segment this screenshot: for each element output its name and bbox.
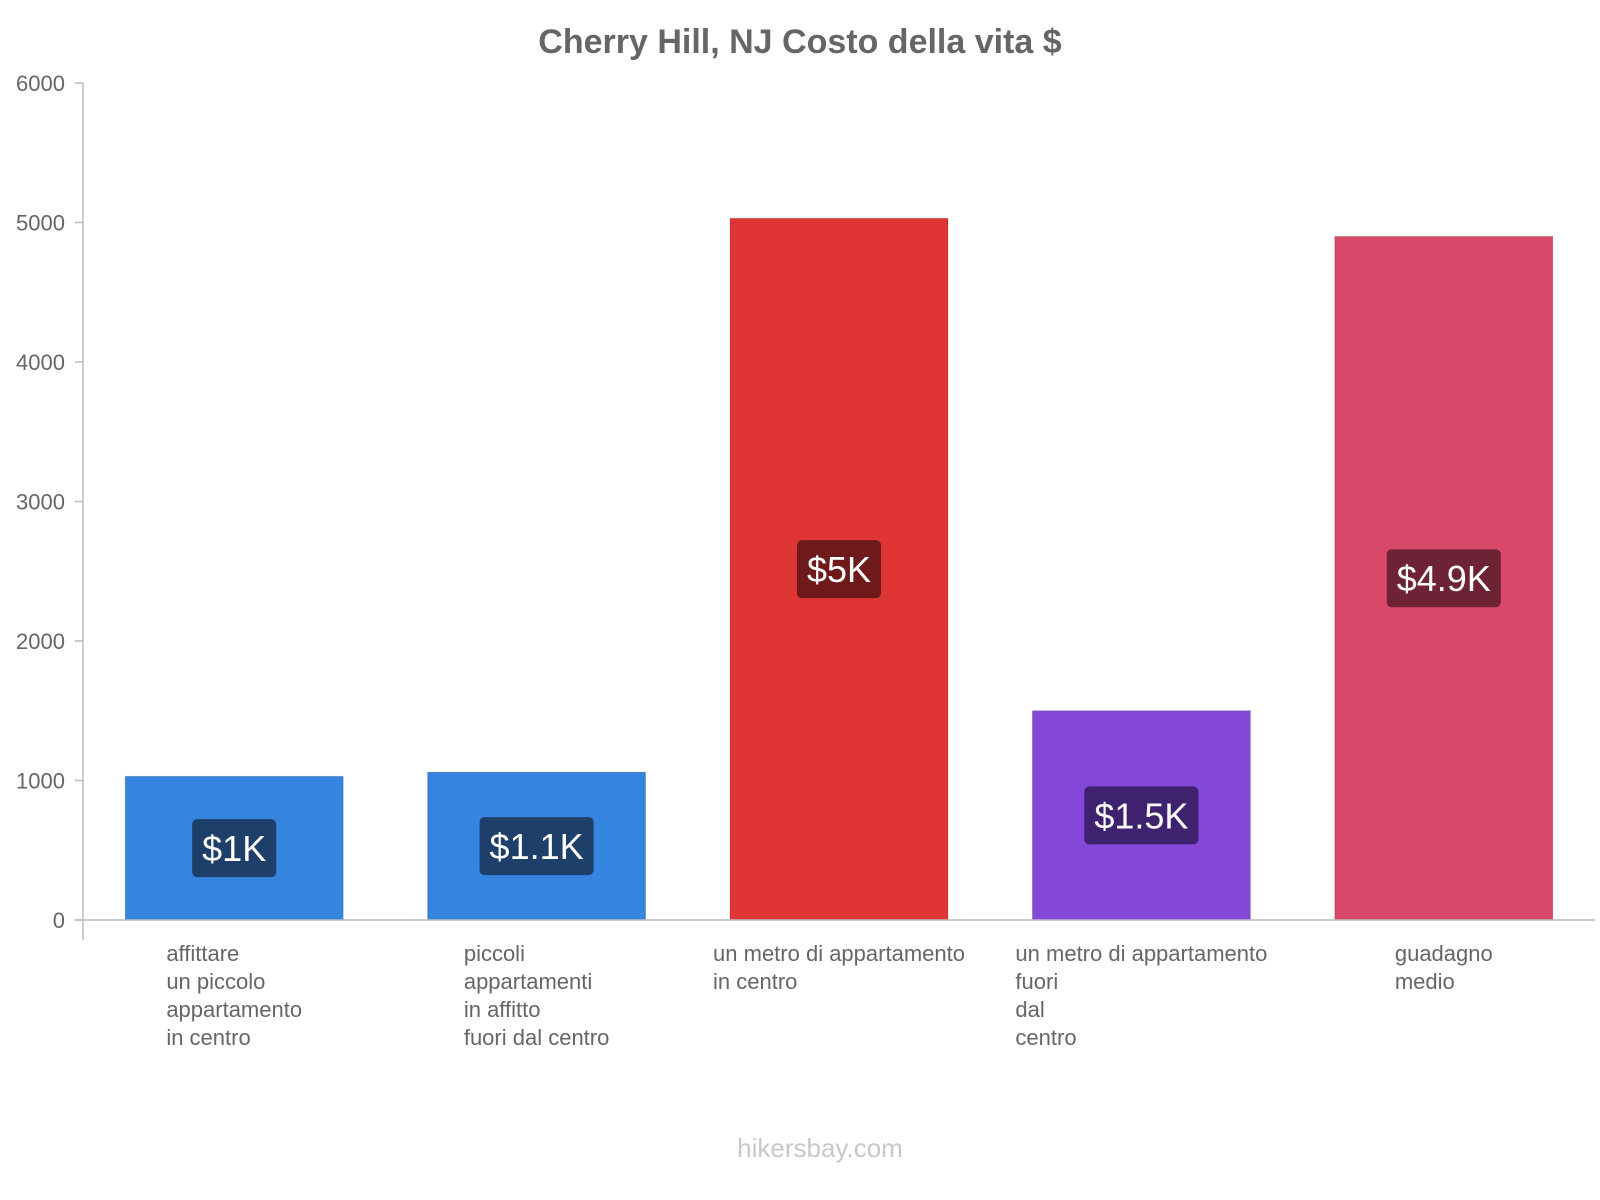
category-label: un metro di appartamento in centro — [713, 941, 965, 994]
category-label-line: piccoli — [464, 941, 525, 966]
value-label: $1.1K — [479, 817, 594, 876]
y-tick-label: 3000 — [16, 490, 65, 515]
category-labels: affittare un piccolo appartamento in centro… — [166, 941, 1492, 1050]
value-label-box — [796, 540, 882, 599]
category-label-line: un piccolo — [166, 969, 265, 994]
value-label-text: $4.9K — [1397, 558, 1491, 599]
y-tick-label: 4000 — [16, 350, 65, 375]
category-label-line: appartamento — [166, 997, 302, 1022]
category-label-line: in affitto — [464, 997, 541, 1022]
y-tick-label: 1000 — [16, 769, 65, 794]
value-label: $4.9K — [1386, 549, 1501, 608]
value-label-text: $1.5K — [1094, 795, 1188, 836]
value-label-box — [1386, 549, 1501, 608]
y-tick-label: 0 — [53, 908, 65, 933]
value-label: $1K — [192, 819, 277, 878]
category-label-line: appartamenti — [464, 969, 592, 994]
category-label-line: in centro — [713, 969, 797, 994]
category-label-line: un metro di appartamento — [1015, 941, 1267, 966]
y-tick-label: 2000 — [16, 629, 65, 654]
category-label-line: centro — [1015, 1025, 1076, 1050]
value-label-text: $1.1K — [490, 826, 584, 867]
category-label-line: guadagno — [1395, 941, 1493, 966]
category-label-line: in centro — [166, 1025, 250, 1050]
category-label-line: dal — [1015, 997, 1044, 1022]
value-label-text: $1K — [202, 828, 266, 869]
category-label-line: fuori — [1015, 969, 1058, 994]
watermark: hikersbay.com — [737, 1133, 903, 1163]
chart-title: Cherry Hill, NJ Costo della vita $ — [538, 23, 1061, 61]
category-label-line: un metro di appartamento — [713, 941, 965, 966]
value-label-box — [479, 817, 594, 876]
category-label: piccoli appartamenti in affitto fuori dal c… — [464, 941, 610, 1050]
y-tick-label: 5000 — [16, 211, 65, 236]
category-label-line: affittare — [166, 941, 239, 966]
value-label: $1.5K — [1084, 786, 1199, 845]
category-label: affittare un piccolo appartamento in centro — [166, 941, 302, 1050]
value-label-text: $5K — [807, 549, 871, 590]
category-label: guadagno medio — [1395, 941, 1493, 994]
value-label: $5K — [796, 540, 882, 599]
category-label: un metro di appartamento fuori dal centro — [1015, 941, 1267, 1050]
value-labels: $1K $1.1K $5K $1.5K $4.9K — [192, 540, 1501, 878]
category-label-line: medio — [1395, 969, 1455, 994]
value-label-box — [192, 819, 277, 878]
value-label-box — [1084, 786, 1199, 845]
y-axis: 0 1000 2000 3000 4000 5000 6000 — [16, 71, 84, 940]
y-tick-label: 6000 — [16, 71, 65, 96]
category-label-line: fuori dal centro — [464, 1025, 610, 1050]
